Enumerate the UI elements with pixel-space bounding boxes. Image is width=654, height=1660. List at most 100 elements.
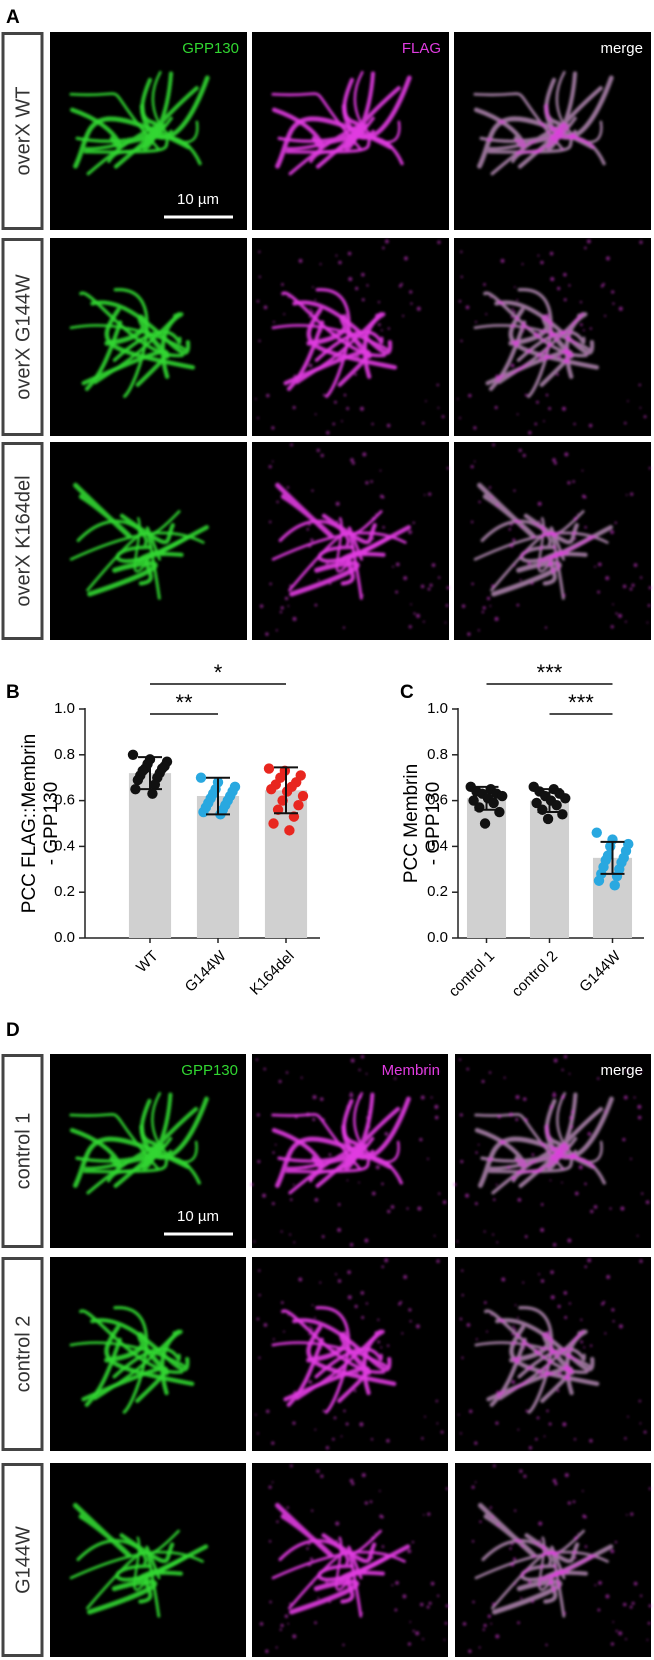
background-puncta	[331, 1348, 336, 1354]
background-puncta	[311, 489, 314, 492]
background-puncta	[272, 1338, 275, 1341]
golgi-signal	[145, 1545, 161, 1618]
background-puncta	[271, 460, 274, 463]
image-signal	[69, 1502, 209, 1618]
background-puncta	[496, 1390, 500, 1395]
background-puncta	[361, 298, 365, 302]
image-signal	[457, 239, 647, 435]
background-puncta	[276, 1520, 279, 1523]
micrograph	[250, 1054, 448, 1248]
golgi-signal	[481, 1539, 553, 1566]
background-puncta	[638, 383, 642, 387]
golgi-signal	[497, 312, 585, 385]
background-puncta	[379, 469, 382, 472]
micrograph	[454, 238, 651, 436]
background-puncta	[268, 465, 272, 469]
background-puncta	[358, 1181, 360, 1184]
background-puncta	[479, 1520, 482, 1523]
background-puncta	[561, 1094, 565, 1099]
background-puncta	[548, 1422, 552, 1426]
background-puncta	[521, 263, 524, 266]
background-puncta	[402, 314, 405, 317]
background-puncta	[419, 1137, 423, 1142]
data-point	[281, 786, 293, 797]
background-puncta	[584, 1545, 588, 1548]
background-puncta	[354, 1371, 359, 1376]
background-puncta	[377, 1340, 381, 1344]
background-puncta	[258, 339, 261, 342]
background-puncta	[408, 1308, 412, 1312]
background-puncta	[474, 1202, 478, 1206]
background-puncta	[361, 1315, 365, 1319]
background-puncta	[490, 1622, 493, 1625]
background-puncta	[343, 313, 348, 318]
background-puncta	[461, 604, 466, 608]
background-puncta	[598, 1580, 602, 1585]
background-puncta	[522, 329, 525, 333]
golgi-signal	[112, 1347, 181, 1379]
background-puncta	[500, 258, 505, 263]
golgi-signal	[295, 1329, 382, 1401]
background-puncta	[605, 576, 610, 581]
channel-label: merge	[600, 40, 643, 57]
background-puncta	[471, 1540, 475, 1543]
background-puncta	[337, 1227, 342, 1232]
background-puncta	[434, 1104, 439, 1109]
background-puncta	[419, 1602, 424, 1607]
golgi-signal	[115, 536, 189, 563]
background-puncta	[378, 1490, 381, 1492]
data-point	[494, 806, 505, 818]
background-puncta	[423, 494, 426, 496]
image-signal	[457, 1258, 647, 1450]
background-puncta	[434, 1115, 439, 1120]
background-puncta	[292, 405, 296, 410]
background-puncta	[600, 284, 604, 288]
background-puncta	[468, 1409, 473, 1414]
background-puncta	[395, 1580, 399, 1585]
background-puncta	[347, 1295, 352, 1300]
background-puncta	[321, 1235, 325, 1239]
background-puncta	[517, 1428, 520, 1431]
background-puncta	[508, 527, 512, 531]
background-puncta	[271, 1481, 274, 1483]
panel-label: A	[6, 7, 20, 28]
background-puncta	[325, 1580, 329, 1584]
background-puncta	[488, 1071, 492, 1074]
micrograph	[454, 32, 651, 230]
golgi-signal	[321, 1533, 377, 1564]
golgi-signal	[81, 349, 169, 387]
golgi-signal	[518, 1098, 564, 1188]
background-puncta	[522, 1097, 527, 1101]
background-puncta	[317, 1597, 320, 1600]
background-puncta	[361, 272, 365, 277]
background-puncta	[562, 1422, 567, 1427]
background-puncta	[259, 604, 264, 608]
background-puncta	[285, 1071, 289, 1074]
background-puncta	[265, 1649, 269, 1653]
background-puncta	[543, 1435, 546, 1438]
data-point	[488, 797, 499, 809]
golgi-signal	[335, 517, 350, 573]
background-puncta	[520, 525, 524, 529]
background-puncta	[622, 584, 627, 589]
background-puncta	[410, 603, 412, 606]
background-puncta	[552, 1093, 557, 1098]
background-puncta	[340, 1435, 343, 1438]
background-puncta	[563, 272, 567, 277]
golgi-signal	[278, 1539, 350, 1566]
background-puncta	[624, 1437, 627, 1440]
background-puncta	[550, 1270, 554, 1275]
background-puncta	[618, 1324, 624, 1329]
significance-label: ***	[537, 660, 563, 685]
background-puncta	[485, 313, 488, 316]
golgi-signal	[274, 1502, 334, 1558]
background-puncta	[639, 1594, 643, 1598]
background-puncta	[371, 1556, 374, 1560]
background-puncta	[401, 1110, 404, 1113]
background-puncta	[620, 1206, 625, 1211]
scale-bar-label: 10 µm	[177, 191, 219, 208]
background-puncta	[328, 581, 332, 585]
background-puncta	[553, 1058, 558, 1063]
background-puncta	[359, 1422, 364, 1427]
background-puncta	[545, 313, 550, 318]
